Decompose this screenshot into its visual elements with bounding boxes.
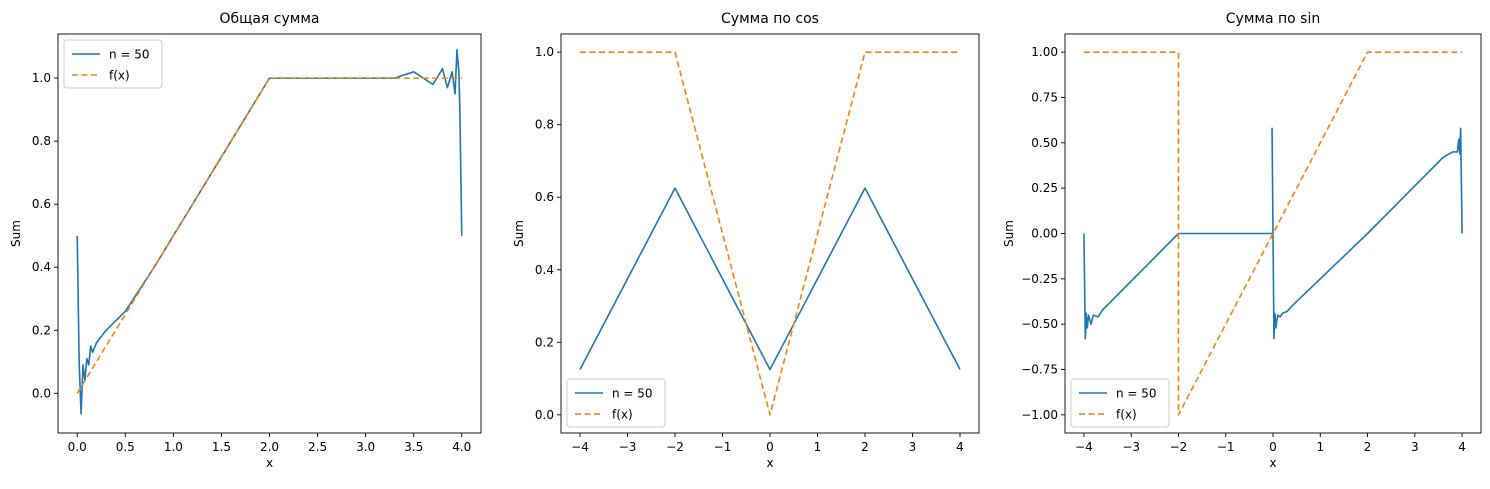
legend: n = 50 f(x): [1070, 378, 1170, 428]
series-line-sum: [579, 187, 961, 371]
x-tick-label: −2: [666, 440, 684, 454]
y-axis-label: Sum: [512, 220, 526, 247]
x-tick-label: 0.5: [116, 440, 135, 454]
chart-1: 0.0 0.5 1.0 1.5 2.0 2.5 3.0 3.5 4.0 0.0 0.2 0.4 0.6 0…: [9, 11, 482, 470]
y-tick-label: 1.0: [535, 45, 554, 59]
x-tick-label: −3: [1122, 440, 1140, 454]
chart-title: Общая сумма: [220, 11, 320, 27]
legend-label: n = 50: [1116, 387, 1157, 401]
x-axis-label: x: [1269, 456, 1276, 470]
y-tick-label: −0.75: [1021, 363, 1058, 377]
series-line-sum: [1083, 127, 1463, 340]
y-tick-label: 0.4: [32, 260, 51, 274]
y-axis-label: Sum: [1002, 220, 1016, 247]
series-line-sum: [76, 48, 463, 415]
y-tick-label: 1.0: [32, 71, 51, 85]
x-axis-label: x: [766, 456, 773, 470]
x-tick-label: 0.0: [68, 440, 87, 454]
legend-label: n = 50: [612, 387, 653, 401]
y-tick-label: 0.6: [535, 190, 554, 204]
x-tick-label: 2: [1364, 440, 1372, 454]
legend-label: n = 50: [109, 48, 150, 62]
plot-frame: [560, 33, 980, 434]
legend-label: f(x): [612, 408, 633, 422]
x-tick-label: 3.5: [404, 440, 423, 454]
y-tick-label: 0.75: [1031, 90, 1058, 104]
y-tick-label: 0.4: [535, 263, 554, 277]
x-tick-label: −3: [619, 440, 637, 454]
series-line-fx: [76, 77, 462, 394]
x-tick-label: 3.0: [356, 440, 375, 454]
y-tick-label: −0.25: [1021, 272, 1058, 286]
x-tick-label: −2: [1170, 440, 1188, 454]
x-tick-label: 3: [909, 440, 917, 454]
y-tick-label: 0.6: [32, 197, 51, 211]
y-tick-label: 0.00: [1031, 227, 1058, 241]
chart-3: −4 −3 −2 −1 0 1 2 3 4 −1.00 −0.75 −0.50 −0.25 0.00 0.2…: [1002, 11, 1482, 470]
chart-2: −4 −3 −2 −1 0 1 2 3 4 0.0 0.2 0.4 0.6 0.8 1.0 Сумма по …: [512, 11, 980, 470]
y-tick-label: 0.2: [32, 323, 51, 337]
y-tick-label: 0.2: [535, 335, 554, 349]
series-line-fx: [580, 51, 960, 416]
x-tick-label: 1.0: [164, 440, 183, 454]
legend-box: [1070, 378, 1170, 428]
x-tick-label: 2.5: [308, 440, 327, 454]
chart-title: Сумма по sin: [1226, 11, 1320, 27]
x-tick-label: 0: [766, 440, 774, 454]
legend-label: f(x): [1116, 408, 1137, 422]
x-tick-label: 1: [814, 440, 822, 454]
y-tick-label: 0.50: [1031, 136, 1058, 150]
x-tick-label: −4: [1075, 440, 1093, 454]
x-axis-label: x: [266, 456, 273, 470]
x-tick-label: 1.5: [212, 440, 231, 454]
chart-title: Сумма по cos: [721, 11, 819, 27]
legend-label: f(x): [109, 69, 130, 83]
y-tick-label: 0.0: [535, 408, 554, 422]
x-tick-label: −1: [714, 440, 732, 454]
x-tick-label: 0: [1269, 440, 1277, 454]
x-tick-label: 4.0: [452, 440, 471, 454]
y-tick-label: 0.25: [1031, 181, 1058, 195]
legend: n = 50 f(x): [63, 39, 163, 89]
y-tick-label: −1.00: [1021, 408, 1058, 422]
x-tick-label: 4: [1458, 440, 1466, 454]
plot-frame: [57, 33, 482, 434]
y-tick-label: 0.8: [32, 134, 51, 148]
series-line-fx: [1083, 51, 1463, 416]
x-tick-label: 4: [956, 440, 964, 454]
x-tick-label: 1: [1316, 440, 1324, 454]
legend-box: [566, 378, 666, 428]
y-axis-label: Sum: [9, 220, 23, 247]
y-tick-label: 0.8: [535, 118, 554, 132]
y-tick-label: 0.0: [32, 386, 51, 400]
x-tick-label: 2.0: [260, 440, 279, 454]
y-tick-label: 1.00: [1031, 45, 1058, 59]
legend-box: [63, 39, 163, 89]
x-tick-label: 3: [1411, 440, 1419, 454]
x-tick-label: 2: [861, 440, 869, 454]
x-tick-label: −1: [1217, 440, 1235, 454]
y-tick-label: −0.50: [1021, 317, 1058, 331]
x-tick-label: −4: [571, 440, 589, 454]
legend: n = 50 f(x): [566, 378, 666, 428]
